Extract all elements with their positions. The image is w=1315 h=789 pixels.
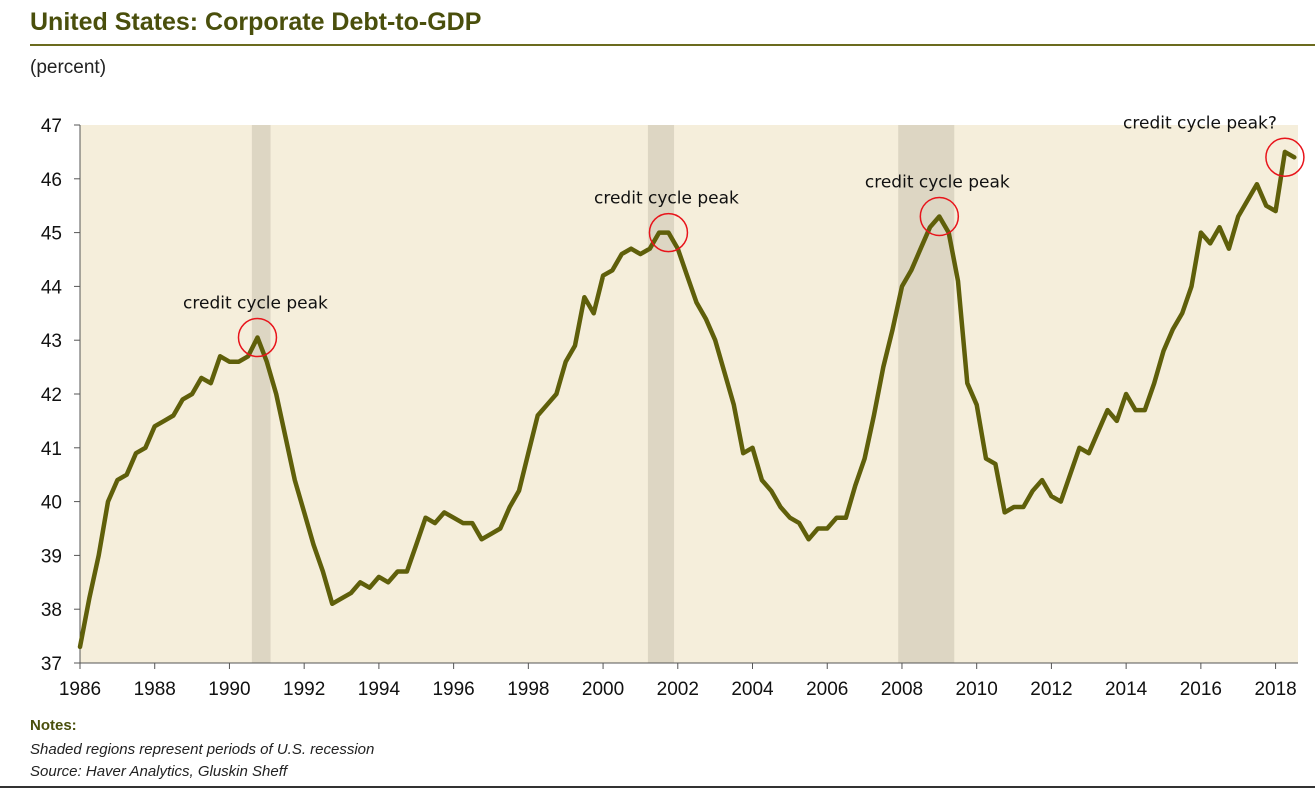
x-tick-label: 1992: [283, 679, 325, 700]
y-tick-label: 37: [41, 654, 62, 675]
peak-marker-circle-4: [1265, 137, 1305, 178]
title-divider: [30, 44, 1315, 46]
x-tick-label: 1990: [208, 679, 250, 700]
recession-band-3: [898, 125, 955, 663]
x-tick-label: 2002: [657, 679, 699, 700]
y-tick-label: 45: [41, 224, 62, 245]
x-tick-label: 2012: [1030, 679, 1072, 700]
x-tick-label: 1986: [59, 679, 101, 700]
x-tick-label: 1988: [134, 679, 176, 700]
x-tick-label: 2010: [956, 679, 998, 700]
footer-divider: [0, 786, 1315, 788]
recession-note: Shaded regions represent periods of U.S.…: [30, 741, 375, 758]
y-tick-label: 44: [41, 277, 63, 298]
x-tick-label: 2016: [1180, 679, 1222, 700]
y-tick-label: 41: [41, 439, 62, 460]
y-tick-label: 39: [41, 546, 62, 567]
y-tick-label: 40: [41, 493, 62, 514]
peak-annotation-label: credit cycle peak: [594, 189, 739, 209]
peak-annotation-label: credit cycle peak: [183, 294, 328, 314]
x-tick-label: 1994: [358, 679, 401, 700]
x-tick-label: 1998: [507, 679, 549, 700]
plot-background: [80, 125, 1298, 663]
chart-title: United States: Corporate Debt-to-GDP: [30, 8, 482, 36]
y-tick-label: 46: [41, 170, 62, 191]
x-tick-label: 2008: [881, 679, 923, 700]
x-tick-label: 1996: [432, 679, 474, 700]
recession-band-1: [251, 125, 271, 663]
peak-marker-circle-1: [237, 317, 278, 358]
x-tick-label: 2018: [1254, 679, 1296, 700]
notes-heading: Notes:: [30, 717, 77, 734]
peak-annotation-label: credit cycle peak: [865, 172, 1010, 192]
peak-marker-circle-3: [919, 196, 960, 237]
unit-label: (percent): [30, 57, 107, 78]
y-tick-label: 47: [41, 116, 62, 137]
peak-marker-circle-2: [648, 212, 689, 253]
x-tick-label: 2014: [1105, 679, 1148, 700]
y-tick-label: 38: [41, 600, 62, 621]
peak-annotation-label: credit cycle peak?: [1123, 113, 1277, 133]
plot-area: 37 38 39 40 41 42 43 44 45 46 47 1986 1988 1990 1992 19…: [41, 113, 1305, 700]
x-tick-label: 2006: [806, 679, 848, 700]
y-tick-label: 42: [41, 385, 62, 406]
source-note: Source: Haver Analytics, Gluskin Sheff: [30, 763, 288, 780]
y-tick-label: 43: [41, 331, 62, 352]
x-tick-label: 2004: [731, 679, 774, 700]
debt-to-gdp-series-line: [77, 149, 1297, 650]
x-tick-label: 2000: [582, 679, 624, 700]
